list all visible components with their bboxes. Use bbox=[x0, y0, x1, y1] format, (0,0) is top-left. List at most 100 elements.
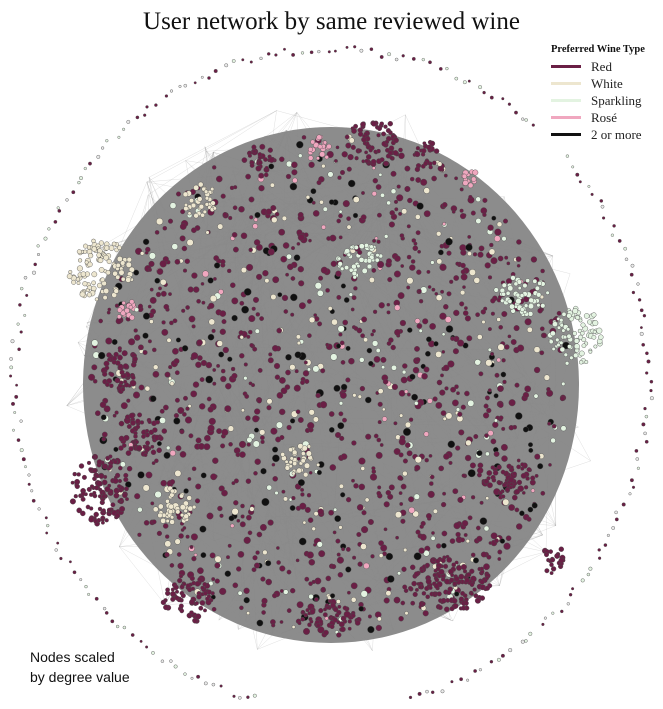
network-node bbox=[346, 166, 352, 172]
network-node bbox=[181, 245, 188, 252]
network-node bbox=[237, 551, 245, 558]
network-edge bbox=[146, 159, 409, 183]
network-edge bbox=[129, 197, 235, 415]
network-node bbox=[333, 159, 338, 163]
network-node bbox=[354, 156, 359, 161]
network-node bbox=[539, 326, 545, 332]
network-node bbox=[341, 151, 348, 158]
network-node bbox=[96, 282, 103, 289]
network-node bbox=[285, 173, 292, 180]
network-node bbox=[340, 360, 346, 365]
network-node bbox=[463, 533, 468, 538]
network-node bbox=[417, 249, 421, 254]
network-node bbox=[100, 277, 106, 283]
network-edge bbox=[192, 140, 389, 195]
network-node bbox=[230, 366, 236, 372]
network-node bbox=[421, 591, 427, 596]
network-node bbox=[25, 293, 29, 297]
network-node bbox=[183, 395, 188, 401]
network-edge bbox=[318, 192, 349, 235]
network-node bbox=[300, 380, 305, 385]
network-node bbox=[298, 537, 307, 546]
network-node bbox=[202, 209, 207, 214]
network-node bbox=[483, 403, 489, 409]
network-node bbox=[560, 425, 567, 432]
network-edge bbox=[148, 269, 373, 651]
network-node bbox=[306, 298, 312, 304]
network-edge bbox=[290, 204, 388, 566]
network-node bbox=[541, 332, 547, 339]
network-node bbox=[187, 211, 192, 216]
network-node bbox=[489, 95, 494, 100]
network-node bbox=[328, 509, 334, 516]
network-node bbox=[412, 510, 419, 518]
network-node bbox=[458, 429, 465, 436]
network-node bbox=[541, 622, 545, 626]
network-node bbox=[19, 330, 23, 334]
network-node bbox=[461, 605, 467, 611]
network-node bbox=[307, 611, 312, 616]
network-node bbox=[92, 379, 98, 384]
network-node bbox=[464, 454, 472, 462]
network-node bbox=[181, 308, 186, 313]
network-edge bbox=[213, 152, 537, 379]
network-node bbox=[434, 577, 440, 583]
network-node bbox=[301, 451, 306, 456]
network-node bbox=[110, 619, 115, 624]
network-node bbox=[412, 366, 420, 374]
network-node bbox=[91, 364, 98, 371]
network-node bbox=[144, 385, 151, 392]
network-node bbox=[515, 292, 521, 298]
network-node bbox=[361, 267, 368, 274]
network-edges bbox=[66, 110, 591, 651]
network-node bbox=[21, 457, 26, 462]
network-node bbox=[97, 506, 103, 512]
network-node bbox=[485, 359, 493, 367]
network-node bbox=[460, 269, 466, 275]
network-node bbox=[169, 450, 176, 457]
network-node bbox=[514, 488, 521, 495]
network-node bbox=[351, 263, 357, 270]
network-node bbox=[454, 591, 460, 597]
network-edge bbox=[146, 181, 283, 597]
network-node bbox=[258, 172, 265, 179]
network-node bbox=[414, 587, 419, 592]
network-edge bbox=[66, 257, 515, 406]
network-node bbox=[243, 597, 250, 604]
network-node bbox=[388, 221, 395, 228]
network-node bbox=[79, 291, 86, 298]
network-edge bbox=[286, 130, 348, 559]
network-node bbox=[350, 582, 358, 590]
network-node bbox=[387, 575, 395, 583]
network-node bbox=[440, 289, 445, 294]
network-node bbox=[361, 526, 369, 534]
network-node bbox=[318, 275, 324, 281]
network-node bbox=[450, 573, 455, 578]
network-node bbox=[164, 371, 171, 378]
network-node bbox=[243, 288, 252, 296]
network-node bbox=[329, 624, 335, 630]
network-node bbox=[310, 188, 317, 195]
network-node bbox=[213, 255, 220, 261]
network-node bbox=[497, 295, 502, 300]
network-node bbox=[587, 184, 591, 188]
network-node bbox=[443, 304, 449, 310]
network-node bbox=[27, 473, 31, 477]
network-node bbox=[323, 607, 327, 612]
network-node bbox=[113, 446, 119, 452]
network-node bbox=[487, 430, 494, 437]
network-node bbox=[340, 453, 348, 460]
network-node bbox=[427, 490, 435, 498]
network-node bbox=[179, 223, 187, 230]
network-node bbox=[429, 323, 436, 330]
network-node bbox=[191, 556, 197, 562]
network-node bbox=[344, 134, 350, 140]
network-node bbox=[219, 513, 224, 518]
network-node bbox=[80, 510, 86, 517]
network-node bbox=[378, 172, 383, 177]
network-node bbox=[290, 276, 296, 281]
network-node bbox=[175, 589, 179, 594]
network-node bbox=[217, 505, 223, 512]
network-node bbox=[590, 192, 594, 196]
network-node bbox=[501, 455, 508, 462]
